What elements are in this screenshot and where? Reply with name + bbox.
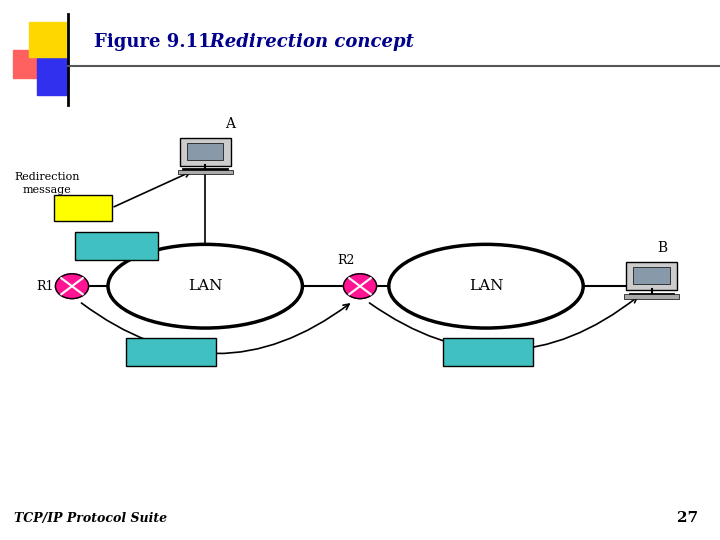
Text: R2: R2 [337, 254, 354, 267]
Bar [29, 22, 68, 57]
Bar [13, 50, 43, 78]
Text: Redirection concept: Redirection concept [191, 33, 414, 51]
FancyBboxPatch shape [624, 294, 679, 299]
Text: IP packet: IP packet [141, 346, 202, 359]
FancyBboxPatch shape [187, 143, 223, 160]
Text: B: B [657, 241, 667, 255]
Text: LAN: LAN [469, 279, 503, 293]
FancyBboxPatch shape [76, 232, 158, 260]
Text: R1: R1 [37, 280, 54, 293]
FancyBboxPatch shape [444, 338, 534, 366]
Text: A: A [225, 117, 235, 131]
FancyBboxPatch shape [179, 138, 231, 166]
Ellipse shape [389, 244, 583, 328]
Text: LAN: LAN [188, 279, 222, 293]
FancyBboxPatch shape [626, 262, 678, 290]
FancyBboxPatch shape [634, 267, 670, 284]
Text: Redirection
message: Redirection message [14, 172, 79, 195]
FancyBboxPatch shape [54, 195, 112, 221]
Text: 27: 27 [678, 511, 698, 525]
Circle shape [343, 274, 377, 299]
Text: TCP/IP Protocol Suite: TCP/IP Protocol Suite [14, 512, 168, 525]
Circle shape [55, 274, 89, 299]
Text: IP packet: IP packet [458, 346, 518, 359]
FancyBboxPatch shape [178, 170, 233, 174]
Ellipse shape [108, 244, 302, 328]
Bar [37, 56, 68, 94]
Text: Figure 9.11: Figure 9.11 [94, 33, 210, 51]
FancyBboxPatch shape [127, 338, 216, 366]
Text: IP packet: IP packet [86, 239, 147, 252]
